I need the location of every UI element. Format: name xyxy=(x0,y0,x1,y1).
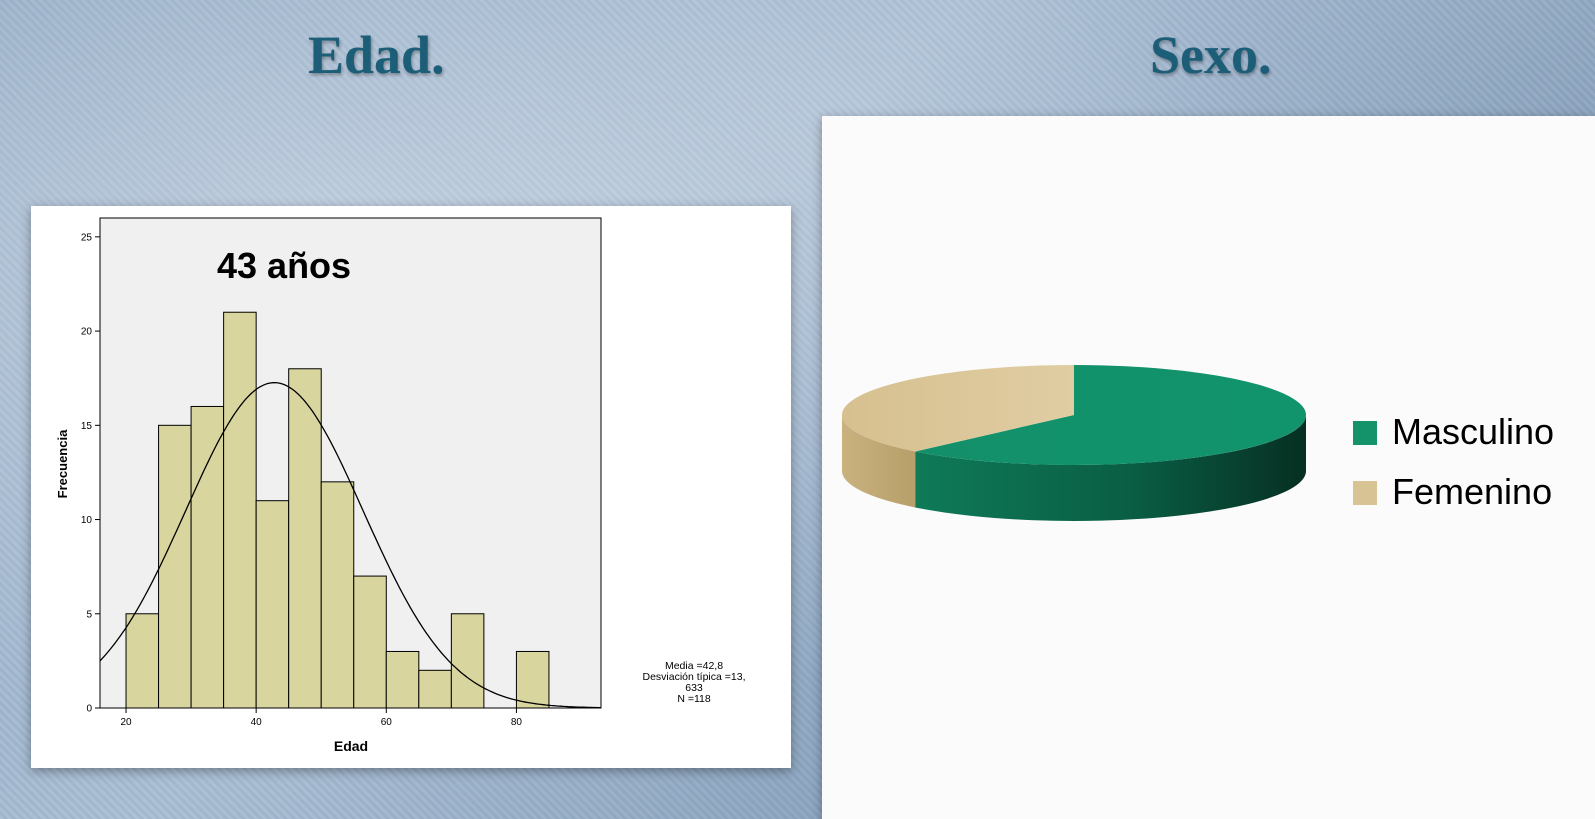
y-axis-label: Frecuencia xyxy=(55,429,70,498)
y-tick-label: 5 xyxy=(86,609,92,620)
y-tick-label: 15 xyxy=(81,421,93,432)
pie-side-femenino xyxy=(842,415,916,508)
y-tick-label: 10 xyxy=(81,515,93,526)
annotation-label: 43 años xyxy=(217,245,351,286)
histogram-chart: 20 40 60 80 0 5 10 15 20 25 43 años Edad Frecuenc… xyxy=(55,217,746,754)
histogram-bar xyxy=(125,613,160,709)
pie-panel: Masculino Femenino xyxy=(822,116,1595,819)
x-tick-label: 20 xyxy=(120,717,132,728)
pie-slice-masculino xyxy=(915,365,1307,465)
x-tick-label: 80 xyxy=(511,717,523,728)
legend-swatch xyxy=(1353,421,1377,445)
edad-title: Edad. xyxy=(308,25,445,85)
pie-slice-femenino xyxy=(842,365,1074,452)
histogram-bar xyxy=(255,500,290,709)
normal-curve xyxy=(100,381,601,708)
stats-line: 633 xyxy=(685,682,703,694)
x-axis-label: Edad xyxy=(334,738,368,754)
histogram-bar xyxy=(158,424,192,709)
pie-chart: Masculino Femenino xyxy=(842,365,1554,521)
pie-side-masculino xyxy=(915,415,1306,521)
x-tick-label: 40 xyxy=(251,717,263,728)
histogram-bar xyxy=(320,481,355,709)
histogram-bar xyxy=(190,405,225,709)
histogram-bar xyxy=(223,311,257,709)
legend-label: Femenino xyxy=(1392,471,1552,512)
legend-label: Masculino xyxy=(1392,411,1554,452)
histogram-panel: 20 40 60 80 0 5 10 15 20 25 43 años Edad Frecuenc… xyxy=(31,206,791,768)
x-tick-label: 60 xyxy=(381,717,393,728)
stats-box: Media =42,8 Desviación típica =13, 633 N… xyxy=(642,660,745,705)
y-tick-label: 25 xyxy=(81,232,93,243)
stats-line: Media =42,8 xyxy=(665,660,723,672)
histogram-bar xyxy=(450,613,485,709)
histogram-bar xyxy=(288,368,322,709)
y-tick-label: 20 xyxy=(81,327,93,338)
y-tick-label: 0 xyxy=(86,704,92,715)
sexo-title: Sexo. xyxy=(1150,25,1272,85)
legend-swatch xyxy=(1353,481,1377,505)
histogram-bar xyxy=(515,650,550,709)
histogram-bar xyxy=(353,575,387,709)
stats-line: Desviación típica =13, xyxy=(642,671,745,683)
histogram-bar xyxy=(418,669,452,709)
histogram-bar xyxy=(385,650,420,709)
stats-line: N =118 xyxy=(677,693,711,705)
